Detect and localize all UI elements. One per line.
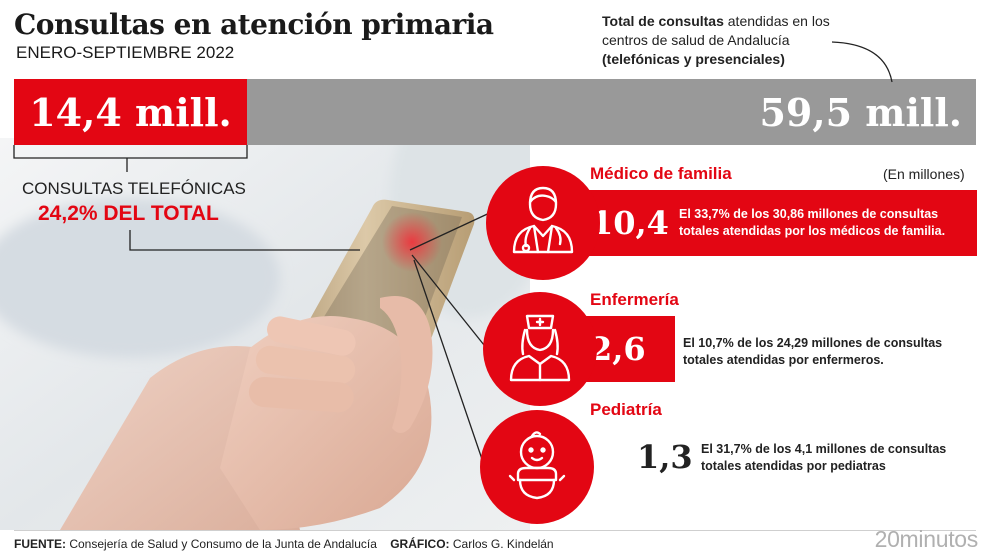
source-text: Consejería de Salud y Consumo de la Junt…: [66, 537, 377, 551]
total-note-rest: atendidas en los centros de salud de And…: [602, 13, 830, 48]
units-note: (En millones): [883, 166, 965, 182]
telephone-label: CONSULTAS TELEFÓNICAS: [22, 179, 246, 198]
footer: FUENTE: Consejería de Salud y Consumo de…: [14, 537, 554, 551]
total-value: 59,5 mill.: [759, 79, 962, 145]
total-note-bold-end: (telefónicas y presenciales): [602, 51, 785, 67]
total-note: Total de consultas atendidas en los cent…: [602, 12, 842, 69]
nurse-icon: [483, 292, 597, 406]
telephone-value: 14,4 mill.: [29, 89, 232, 135]
baby-icon: [480, 410, 594, 524]
page-subtitle: ENERO-SEPTIEMBRE 2022: [16, 43, 235, 62]
category-title-enfermeria: Enfermería: [590, 290, 679, 309]
category-value-medico: 10,4: [591, 204, 669, 242]
telephone-share: 24,2% DEL TOTAL: [38, 202, 219, 225]
telephone-bar: 14,4 mill.: [14, 79, 247, 145]
category-title-pediatria: Pediatría: [590, 400, 662, 419]
category-title-medico: Médico de familia: [590, 164, 732, 183]
category-band-medico: 10,4 El 33,7% de los 30,86 millones de c…: [545, 190, 977, 256]
footer-divider: [14, 530, 976, 531]
doctor-icon: [486, 166, 600, 280]
category-value-pediatria: 1,3: [637, 438, 693, 476]
graphic-text: Carlos G. Kindelán: [449, 537, 554, 551]
graphic-label: GRÁFICO:: [390, 537, 450, 551]
category-desc-pediatria: El 31,7% de los 4,1 millones de consulta…: [701, 442, 947, 473]
total-note-bold: Total de consultas: [602, 13, 724, 29]
category-desc-enfermeria: El 10,7% de los 24,29 millones de consul…: [683, 336, 943, 367]
page-title: Consultas en atención primaria: [14, 8, 494, 41]
brand-logo: 20minutos: [874, 526, 979, 552]
total-value-label: 59,5 mill.: [759, 89, 962, 135]
category-value-enfermeria: 2,6: [590, 330, 646, 368]
category-desc-medico: El 33,7% de los 30,86 millones de consul…: [679, 207, 946, 238]
source-label: FUENTE:: [14, 537, 66, 551]
